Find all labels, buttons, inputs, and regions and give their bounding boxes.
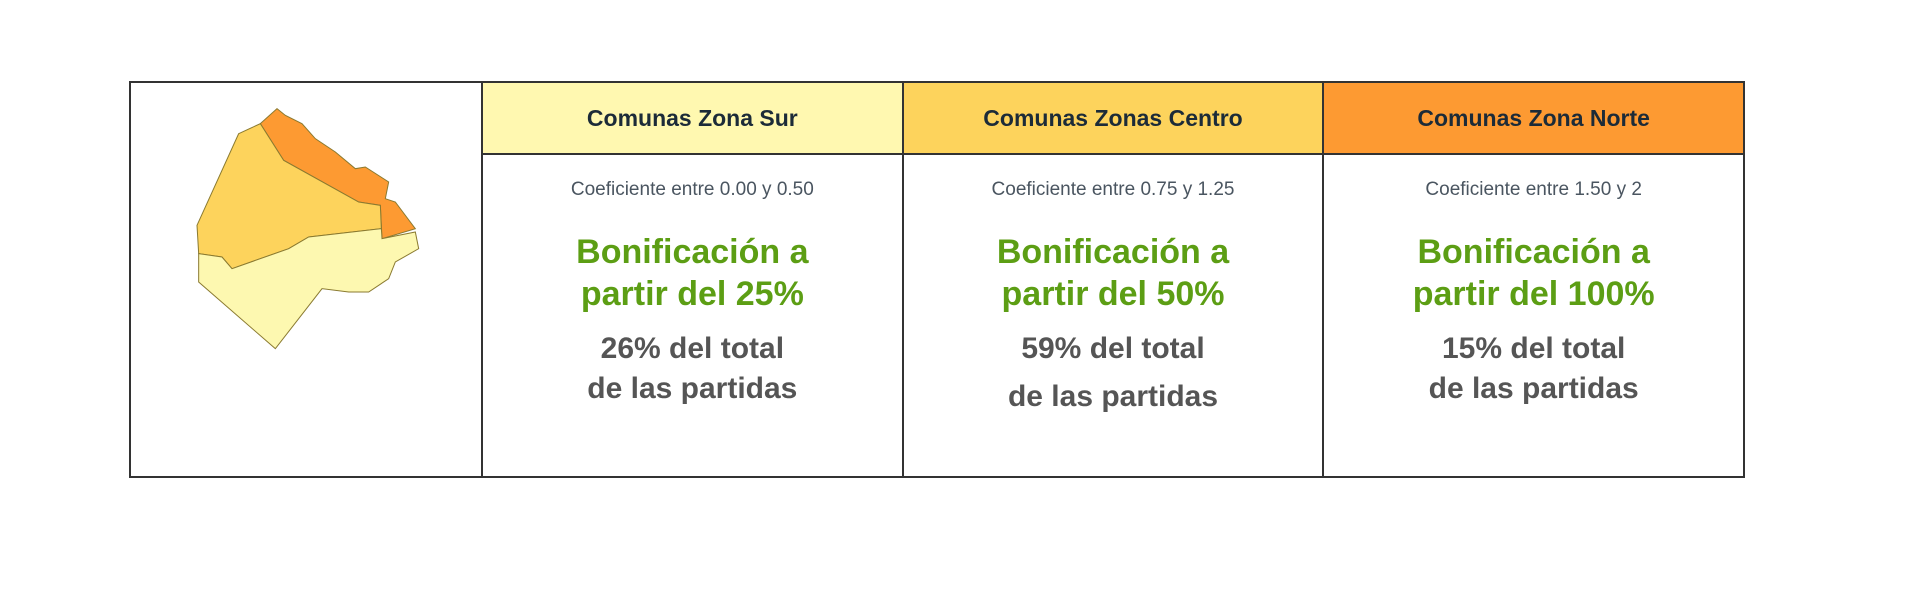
zone-sur-column: Comunas Zona Sur Coeficiente entre 0.00 … <box>483 83 904 476</box>
total-line: 59% del total <box>1021 332 1205 365</box>
total-line: de las partidas <box>1428 372 1639 405</box>
total-line: 26% del total <box>600 332 785 365</box>
total-line: 15% del total <box>1441 332 1626 365</box>
zone-centro-coef: Coeficiente entre 0.75 y 1.25 <box>991 179 1235 200</box>
zone-centro-column: Comunas Zonas Centro Coeficiente entre 0… <box>903 83 1325 476</box>
zone-norte-total: 15% del total de las partidas <box>1324 329 1743 409</box>
zones-table: Comunas Zona Sur Coeficiente entre 0.00 … <box>129 81 1745 478</box>
zone-centro-header: Comunas Zonas Centro <box>903 83 1323 155</box>
zone-centro-total: 59% del total de las partidas <box>904 329 1323 417</box>
zone-sur-header: Comunas Zona Sur <box>483 83 902 155</box>
total-line: de las partidas <box>587 372 798 405</box>
zone-centro-bonus: Bonificación a partir del 50% <box>904 231 1323 315</box>
bonus-line: partir del 50% <box>1001 275 1225 313</box>
zone-norte-coef: Coeficiente entre 1.50 y 2 <box>1425 179 1642 200</box>
total-line: de las partidas <box>1007 380 1219 413</box>
map-cell <box>131 83 483 476</box>
buenos-aires-map-icon <box>196 108 420 350</box>
zone-norte-header: Comunas Zona Norte <box>1324 83 1744 155</box>
bonus-line: Bonificación a <box>1417 233 1650 271</box>
zone-sur-total: 26% del total de las partidas <box>483 329 902 409</box>
zone-sur-coef: Coeficiente entre 0.00 y 0.50 <box>570 179 814 200</box>
bonus-line: partir del 100% <box>1412 275 1655 313</box>
bonus-line: Bonificación a <box>576 233 809 271</box>
zone-sur-bonus: Bonificación a partir del 25% <box>483 231 902 315</box>
map-zone-sur <box>198 228 420 350</box>
bonus-line: partir del 25% <box>580 275 804 313</box>
bonus-line: Bonificación a <box>996 233 1230 271</box>
zone-norte-column: Comunas Zona Norte Coeficiente entre 1.5… <box>1324 83 1744 476</box>
zone-norte-bonus: Bonificación a partir del 100% <box>1324 231 1743 315</box>
